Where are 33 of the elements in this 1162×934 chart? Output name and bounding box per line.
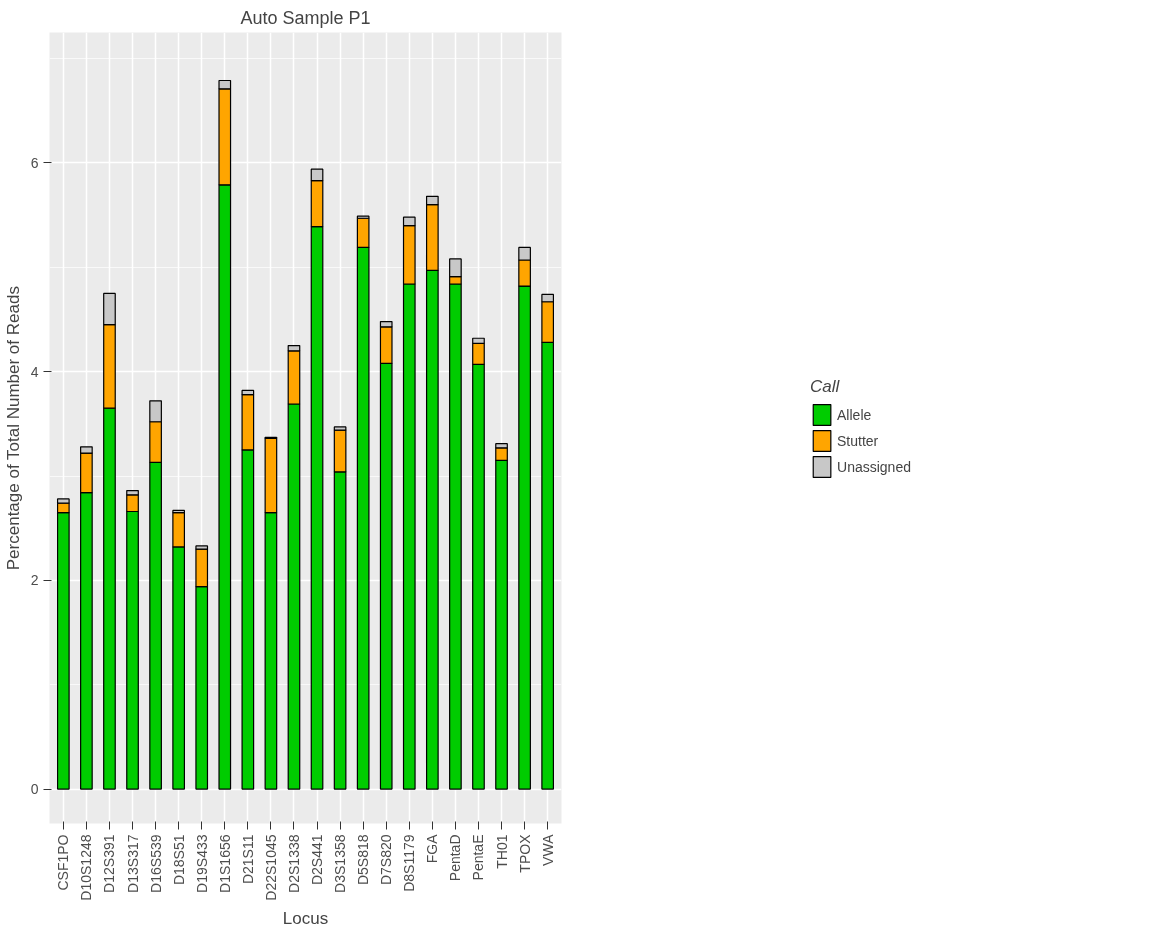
y-tick-label: 0	[30, 781, 39, 798]
legend-label: Unassigned	[837, 458, 911, 474]
x-tick-label: D16S539	[147, 834, 164, 893]
legend-label: Allele	[837, 406, 872, 422]
x-tick-label: D3S1358	[332, 834, 349, 893]
x-tick-label: VWA	[539, 833, 556, 866]
x-tick-label: D5S818	[355, 834, 372, 886]
x-tick-label: D21S11	[239, 834, 256, 885]
y-tick-label: 6	[30, 154, 39, 171]
x-tick-label: D22S1045	[262, 834, 279, 901]
x-tick-label: CSF1PO	[55, 834, 72, 891]
legend-label: Stutter	[837, 432, 879, 448]
y-tick-label: 4	[30, 363, 39, 380]
x-tick-label: D1S1656	[216, 834, 233, 893]
x-tick-label: TH01	[493, 834, 510, 869]
x-tick-label: D18S51	[170, 834, 187, 886]
x-tick-label: D10S1248	[78, 834, 95, 901]
x-tick-label: D8S1179	[401, 834, 418, 892]
x-tick-label: D7S820	[378, 834, 395, 886]
x-tick-label: D2S1338	[285, 834, 302, 893]
x-tick-label: D2S441	[309, 834, 326, 886]
x-axis-title: Locus	[282, 908, 329, 928]
chart-title: Auto Sample P1	[240, 7, 371, 28]
x-tick-label: D19S433	[193, 834, 210, 893]
x-tick-label: D13S317	[124, 834, 141, 893]
x-tick-label: PentaD	[447, 834, 464, 882]
y-axis-title: Percentage of Total Number of Reads	[3, 286, 23, 571]
x-tick-label: D12S391	[101, 834, 118, 893]
y-tick-label: 2	[30, 572, 39, 589]
x-tick-label: TPOX	[516, 833, 533, 873]
x-tick-label: FGA	[424, 833, 441, 864]
legend-title: Call	[810, 376, 841, 396]
x-tick-label: PentaE	[470, 834, 487, 881]
